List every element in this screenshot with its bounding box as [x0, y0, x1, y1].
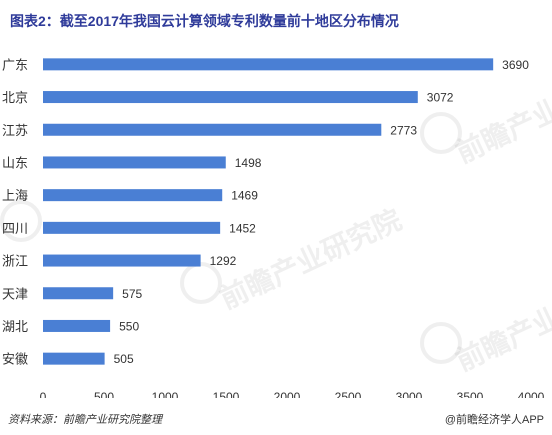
- category-label: 山东: [2, 156, 28, 171]
- source-note: 资料来源：前瞻产业研究院整理: [8, 414, 162, 426]
- bar: [43, 189, 223, 202]
- chart-title: 图表2：截至2017年我国云计算领域专利数量前十地区分布情况: [10, 13, 399, 29]
- bar: [43, 352, 105, 365]
- x-tick-label: 3000: [396, 390, 423, 398]
- category-label: 湖北: [2, 320, 28, 335]
- data-label: 3072: [427, 91, 454, 105]
- data-label: 550: [119, 319, 139, 333]
- data-label: 1469: [231, 189, 258, 203]
- category-label: 北京: [2, 91, 28, 106]
- bar: [43, 91, 418, 104]
- category-label: 浙江: [2, 255, 28, 270]
- data-label: 1498: [235, 156, 262, 170]
- bar: [43, 287, 114, 300]
- data-label: 505: [114, 352, 134, 366]
- bar: [43, 254, 201, 267]
- x-tick-label: 2500: [335, 390, 362, 398]
- data-label: 1292: [210, 254, 237, 268]
- watermark-logo-icon: [180, 262, 222, 304]
- x-tick-label: 1500: [213, 390, 240, 398]
- x-tick-label: 2000: [274, 390, 301, 398]
- bar: [43, 58, 494, 71]
- x-tick-label: 0: [40, 390, 47, 398]
- bar: [43, 123, 382, 136]
- x-tick-label: 4000: [518, 390, 545, 398]
- data-label: 2773: [390, 123, 417, 137]
- bar: [43, 319, 111, 332]
- bar: [43, 221, 221, 234]
- data-label: 3690: [502, 58, 529, 72]
- x-tick-label: 1000: [152, 390, 179, 398]
- data-label: 1452: [229, 221, 256, 235]
- category-label: 四川: [2, 222, 28, 237]
- bar-chart: 广东 3690 北京 3072 江苏 2773 山东 1498 上海 1469 四川 1452 浙江 12…: [2, 58, 545, 398]
- x-tick-label: 3500: [457, 390, 484, 398]
- watermark-logo-icon: [420, 322, 462, 364]
- data-label: 575: [122, 287, 142, 301]
- category-label: 江苏: [2, 123, 28, 139]
- bar: [43, 156, 226, 169]
- category-label: 广东: [2, 58, 28, 73]
- x-tick-label: 500: [94, 390, 114, 398]
- watermark-logo-icon: [0, 200, 42, 242]
- brand-credit: @前瞻经济学人APP: [444, 414, 544, 426]
- category-label: 上海: [2, 189, 28, 204]
- category-label: 安徽: [2, 353, 28, 368]
- watermark-logo-icon: [420, 112, 462, 154]
- category-label: 天津: [2, 287, 28, 302]
